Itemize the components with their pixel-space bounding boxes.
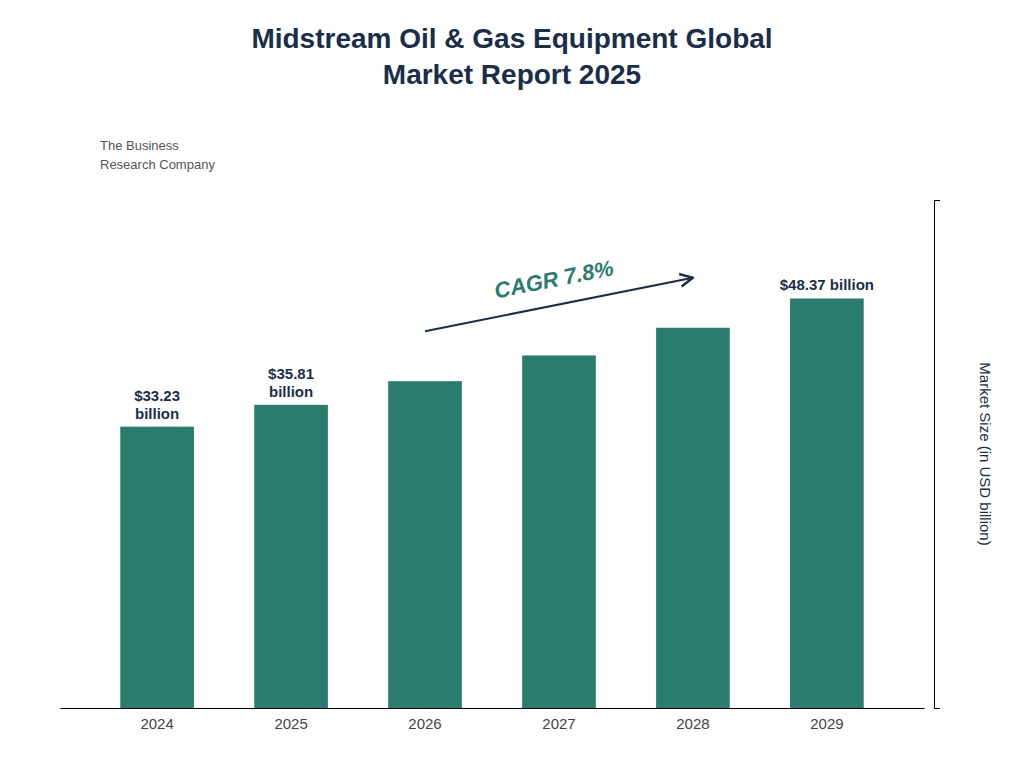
bar xyxy=(388,381,462,708)
text-line: billion xyxy=(135,405,179,422)
text-line: $35.81 xyxy=(268,365,314,382)
data-label: $33.23billion xyxy=(134,387,180,422)
x-tick-label: 2029 xyxy=(810,715,843,732)
cagr-annotation: CAGR 7.8% xyxy=(492,255,616,303)
bar xyxy=(656,328,730,708)
bar xyxy=(254,405,328,708)
x-tick-label: 2028 xyxy=(676,715,709,732)
chart-svg: Midstream Oil & Gas Equipment Global Mark… xyxy=(0,0,1024,768)
text-line: billion xyxy=(269,383,313,400)
x-axis-line xyxy=(61,708,925,709)
text-line: $33.23 xyxy=(134,387,180,404)
data-label: $48.37 billion xyxy=(780,276,874,293)
text-line: $48.37 billion xyxy=(780,276,874,293)
text-line: The Business xyxy=(100,138,179,153)
logo-text: The Business Research Company xyxy=(100,138,215,172)
bars xyxy=(120,298,863,708)
text-line: Market Report 2025 xyxy=(383,59,641,90)
x-tick-label: 2027 xyxy=(542,715,575,732)
y-axis xyxy=(935,201,941,709)
x-tick: 2025 xyxy=(274,715,307,732)
x-tick-label: 2026 xyxy=(408,715,441,732)
x-tick-label: 2024 xyxy=(140,715,173,732)
x-axis: 2024 2025 2026 2027 2028 2029 xyxy=(61,709,925,732)
x-tick: 2029 xyxy=(810,715,843,732)
x-tick: 2026 xyxy=(408,715,441,732)
chart-container: Midstream Oil & Gas Equipment Global Mark… xyxy=(0,0,1024,768)
data-label: $35.81billion xyxy=(268,365,314,400)
x-tick-label: 2025 xyxy=(274,715,307,732)
x-tick: 2027 xyxy=(542,715,575,732)
bar xyxy=(120,427,194,708)
bar xyxy=(522,355,596,708)
x-tick: 2024 xyxy=(140,715,173,732)
title: Midstream Oil & Gas Equipment Global Mark… xyxy=(251,23,772,90)
y-axis-line xyxy=(935,201,941,709)
y-axis-title: Market Size (in USD billion) xyxy=(977,362,994,545)
text-line: Research Company xyxy=(100,157,215,172)
bar xyxy=(790,298,864,708)
text-line: Midstream Oil & Gas Equipment Global xyxy=(251,23,772,54)
x-tick: 2028 xyxy=(676,715,709,732)
